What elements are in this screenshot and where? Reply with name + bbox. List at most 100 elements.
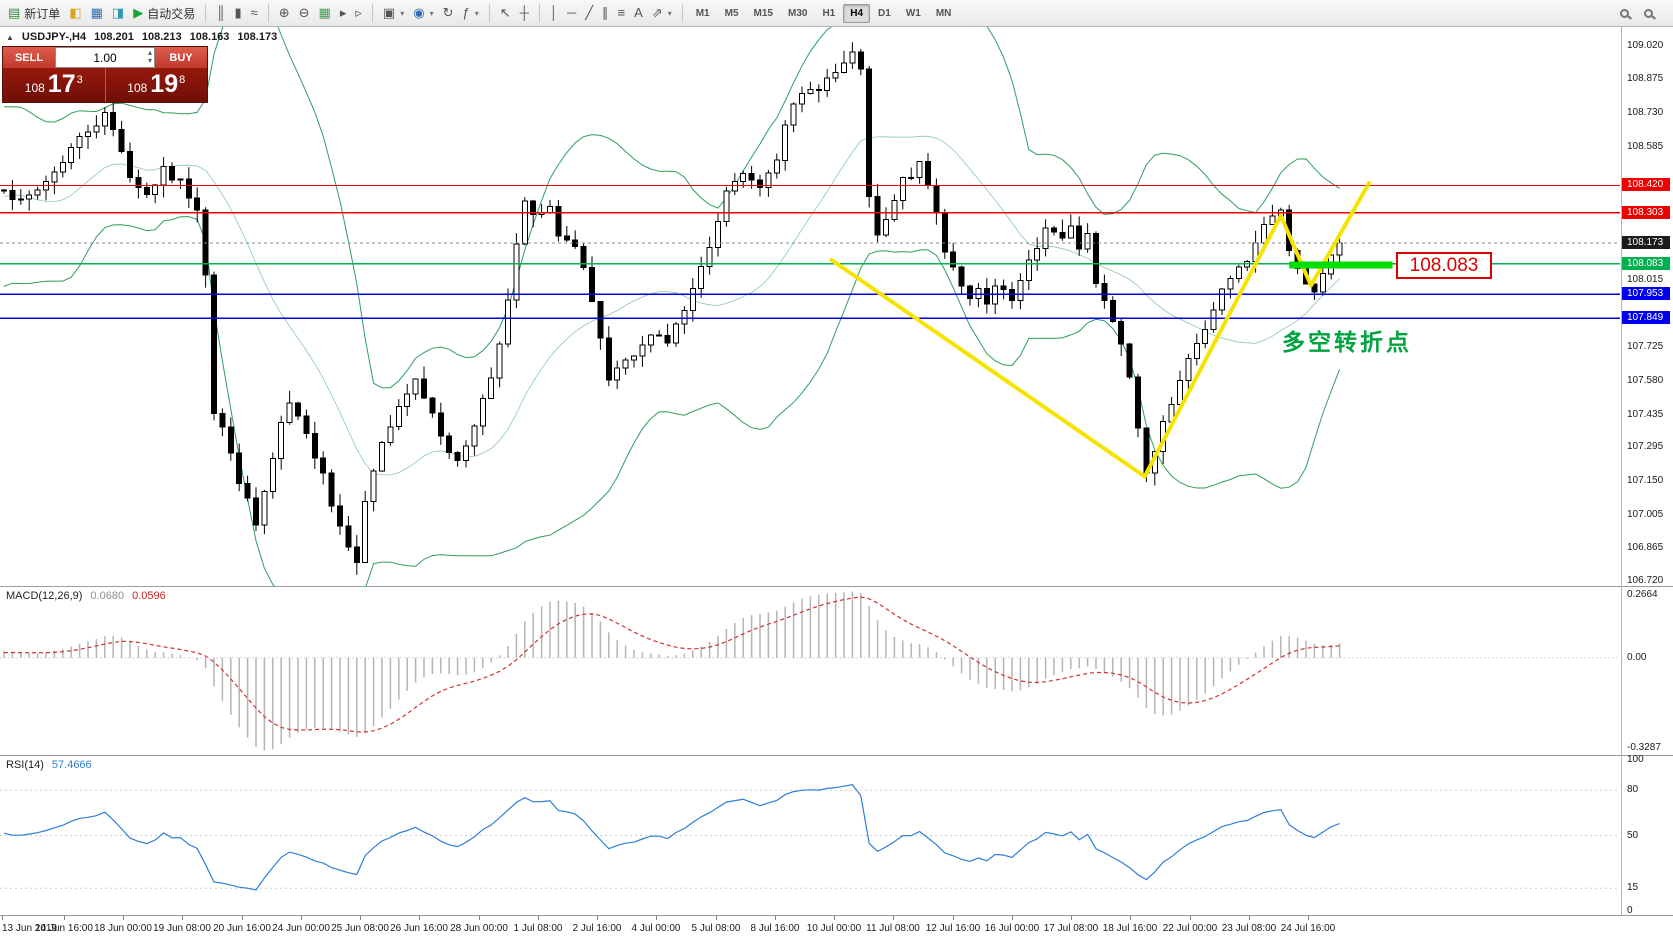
volume-increase-icon[interactable]: ▴ [147, 48, 152, 57]
time-axis-label[interactable]: 19 Jun 08:00 [153, 923, 211, 934]
time-axis-label[interactable]: 25 Jun 08:00 [331, 923, 389, 934]
time-axis-label[interactable]: 20 Jun 16:00 [213, 923, 271, 934]
time-axis-label[interactable]: 23 Jul 08:00 [1221, 923, 1277, 934]
new-order-button[interactable]: ▤ 新订单 [4, 3, 64, 24]
candle [723, 186, 730, 227]
time-axis-label[interactable]: 8 Jul 16:00 [750, 923, 800, 934]
price-axis-label: 106.720 [1627, 575, 1664, 586]
zoom-out-icon[interactable]: ⊖ [295, 4, 314, 22]
timeframe-m30-button[interactable]: M30 [787, 7, 808, 19]
timeframe-d1-button[interactable]: D1 [878, 7, 891, 19]
time-axis-label[interactable]: 11 Jul 08:00 [866, 923, 920, 934]
volume-field[interactable]: 1.00 ▴ ▾ [55, 47, 155, 68]
indicators-icon[interactable]: ƒ ▾ [458, 4, 482, 22]
timeframe-h4-button[interactable]: H4 [843, 3, 871, 23]
timeframe-m5-button[interactable]: M5 [724, 7, 739, 19]
timeframe-m1-button[interactable]: M1 [695, 7, 710, 19]
rsi-panel-plot[interactable] [0, 756, 1620, 915]
chart-text-annotation[interactable]: 多空转折点 [1282, 329, 1412, 355]
time-axis-label[interactable]: 18 Jun 00:00 [94, 923, 152, 934]
cycle-icon[interactable]: ↻ [439, 4, 458, 22]
candle [664, 323, 671, 347]
candle [639, 335, 646, 367]
sell-button[interactable]: SELL [3, 47, 55, 68]
buy-price-display[interactable]: 108 19 8 [106, 68, 208, 102]
timeframe-mn-button[interactable]: MN [935, 7, 952, 19]
cursor-icon[interactable]: ↖ [496, 4, 515, 22]
macd-panel-plot[interactable] [0, 587, 1620, 755]
candle [1084, 223, 1091, 253]
timeframe-w1-button[interactable]: W1 [905, 7, 921, 19]
market-watch-icon[interactable]: ◧ [65, 4, 85, 22]
line-chart-icon[interactable]: ≈ [247, 4, 262, 22]
buy-button[interactable]: BUY [155, 47, 207, 68]
search-zoom-in-icon[interactable] [1614, 5, 1637, 22]
yellow-trend-drawing[interactable] [829, 181, 1371, 479]
time-axis-tick [1308, 916, 1309, 920]
time-axis-label[interactable]: 2 Jul 16:00 [572, 923, 622, 934]
panel-separator[interactable] [0, 915, 1673, 916]
fibonacci-icon[interactable]: ≡ [614, 4, 630, 22]
time-axis-label[interactable]: 18 Jul 16:00 [1102, 923, 1158, 934]
time-axis-label[interactable]: 24 Jun 00:00 [272, 923, 330, 934]
toolbar-separator [538, 4, 540, 22]
ohlc-low: 108.163 [189, 31, 230, 43]
rsi-axis-label: 15 [1627, 882, 1639, 893]
time-axis-label[interactable]: 22 Jul 00:00 [1162, 923, 1218, 934]
trendline-icon[interactable]: ╱ [581, 4, 597, 22]
horizontal-line-icon[interactable]: ─ [563, 4, 580, 22]
time-axis-label[interactable]: 1 Jul 08:00 [513, 923, 563, 934]
time-axis-label[interactable]: 28 Jun 00:00 [450, 923, 508, 934]
panel-separator[interactable] [0, 586, 1673, 587]
candle [857, 49, 864, 76]
new-chart-icon[interactable]: ▣ ▾ [379, 4, 408, 22]
candlestick-chart-icon[interactable]: ▮ [230, 4, 245, 22]
candle [899, 176, 906, 210]
text-label-icon[interactable]: A [630, 4, 647, 22]
candle [681, 306, 688, 335]
fibonacci-icon: ≡ [617, 5, 626, 20]
timeframe-m15-button[interactable]: M15 [753, 7, 773, 19]
time-axis-label[interactable]: 16 Jul 00:00 [984, 923, 1040, 934]
data-window-icon[interactable]: ▦ [87, 4, 107, 22]
candle [362, 490, 369, 563]
collapse-arrow-icon[interactable]: ▲ [6, 32, 14, 42]
zoom-in-icon[interactable]: ⊕ [275, 4, 294, 22]
crosshair-icon[interactable]: ┼ [516, 4, 533, 22]
time-axis-label[interactable]: 14 Jun 16:00 [35, 923, 93, 934]
volume-decrease-icon[interactable]: ▾ [147, 56, 152, 65]
auto-scroll-icon[interactable]: ▸ [336, 4, 351, 22]
chart-shift-icon[interactable]: ▹ [351, 4, 366, 22]
search-zoom-out-icon[interactable] [1638, 5, 1661, 22]
sell-price-display[interactable]: 108 17 3 [3, 68, 105, 102]
time-axis-label[interactable]: 12 Jul 16:00 [925, 923, 981, 934]
vertical-line-icon[interactable]: │ [546, 4, 562, 22]
terminal-window-icon[interactable]: ◨ [108, 4, 128, 22]
auto-trading-button[interactable]: ▶ 自动交易 [129, 3, 199, 24]
tile-windows-icon[interactable]: ▦ [315, 4, 335, 22]
bar-chart-icon[interactable]: ║ [212, 4, 229, 22]
main-chart-plot[interactable] [0, 27, 1620, 586]
time-axis-label[interactable]: 13 Jun 2019 [2, 923, 58, 934]
time-axis-label[interactable]: 24 Jul 16:00 [1280, 923, 1336, 934]
time-axis-label[interactable]: 5 Jul 08:00 [691, 923, 741, 934]
price-callout-label[interactable]: 108.083 [1396, 252, 1492, 279]
panel-separator[interactable] [0, 755, 1673, 756]
time-axis-label[interactable]: 10 Jul 00:00 [806, 923, 862, 934]
rsi-line [3, 784, 1340, 891]
ohlc-high: 108.213 [141, 31, 182, 43]
channel-icon[interactable]: ∥ [598, 4, 613, 22]
candle [93, 115, 100, 139]
ohlc-close: 108.173 [237, 31, 278, 43]
chart-window[interactable]: ▲ USDJPY-,H4 108.201 108.213 108.163 108… [0, 27, 1673, 950]
time-axis-label[interactable]: 17 Jul 08:00 [1043, 923, 1099, 934]
time-axis-label[interactable]: 26 Jun 16:00 [390, 923, 448, 934]
arrow-tools-icon[interactable]: ⇗ ▾ [648, 4, 676, 22]
time-axis-label[interactable]: 4 Jul 00:00 [631, 923, 681, 934]
timeframe-h1-button[interactable]: H1 [822, 7, 836, 19]
candle [1051, 225, 1057, 236]
time-axis-tick [301, 916, 302, 920]
profiles-icon[interactable]: ◉ ▾ [409, 4, 437, 22]
time-axis-tick [1071, 916, 1072, 920]
candle [353, 535, 360, 575]
